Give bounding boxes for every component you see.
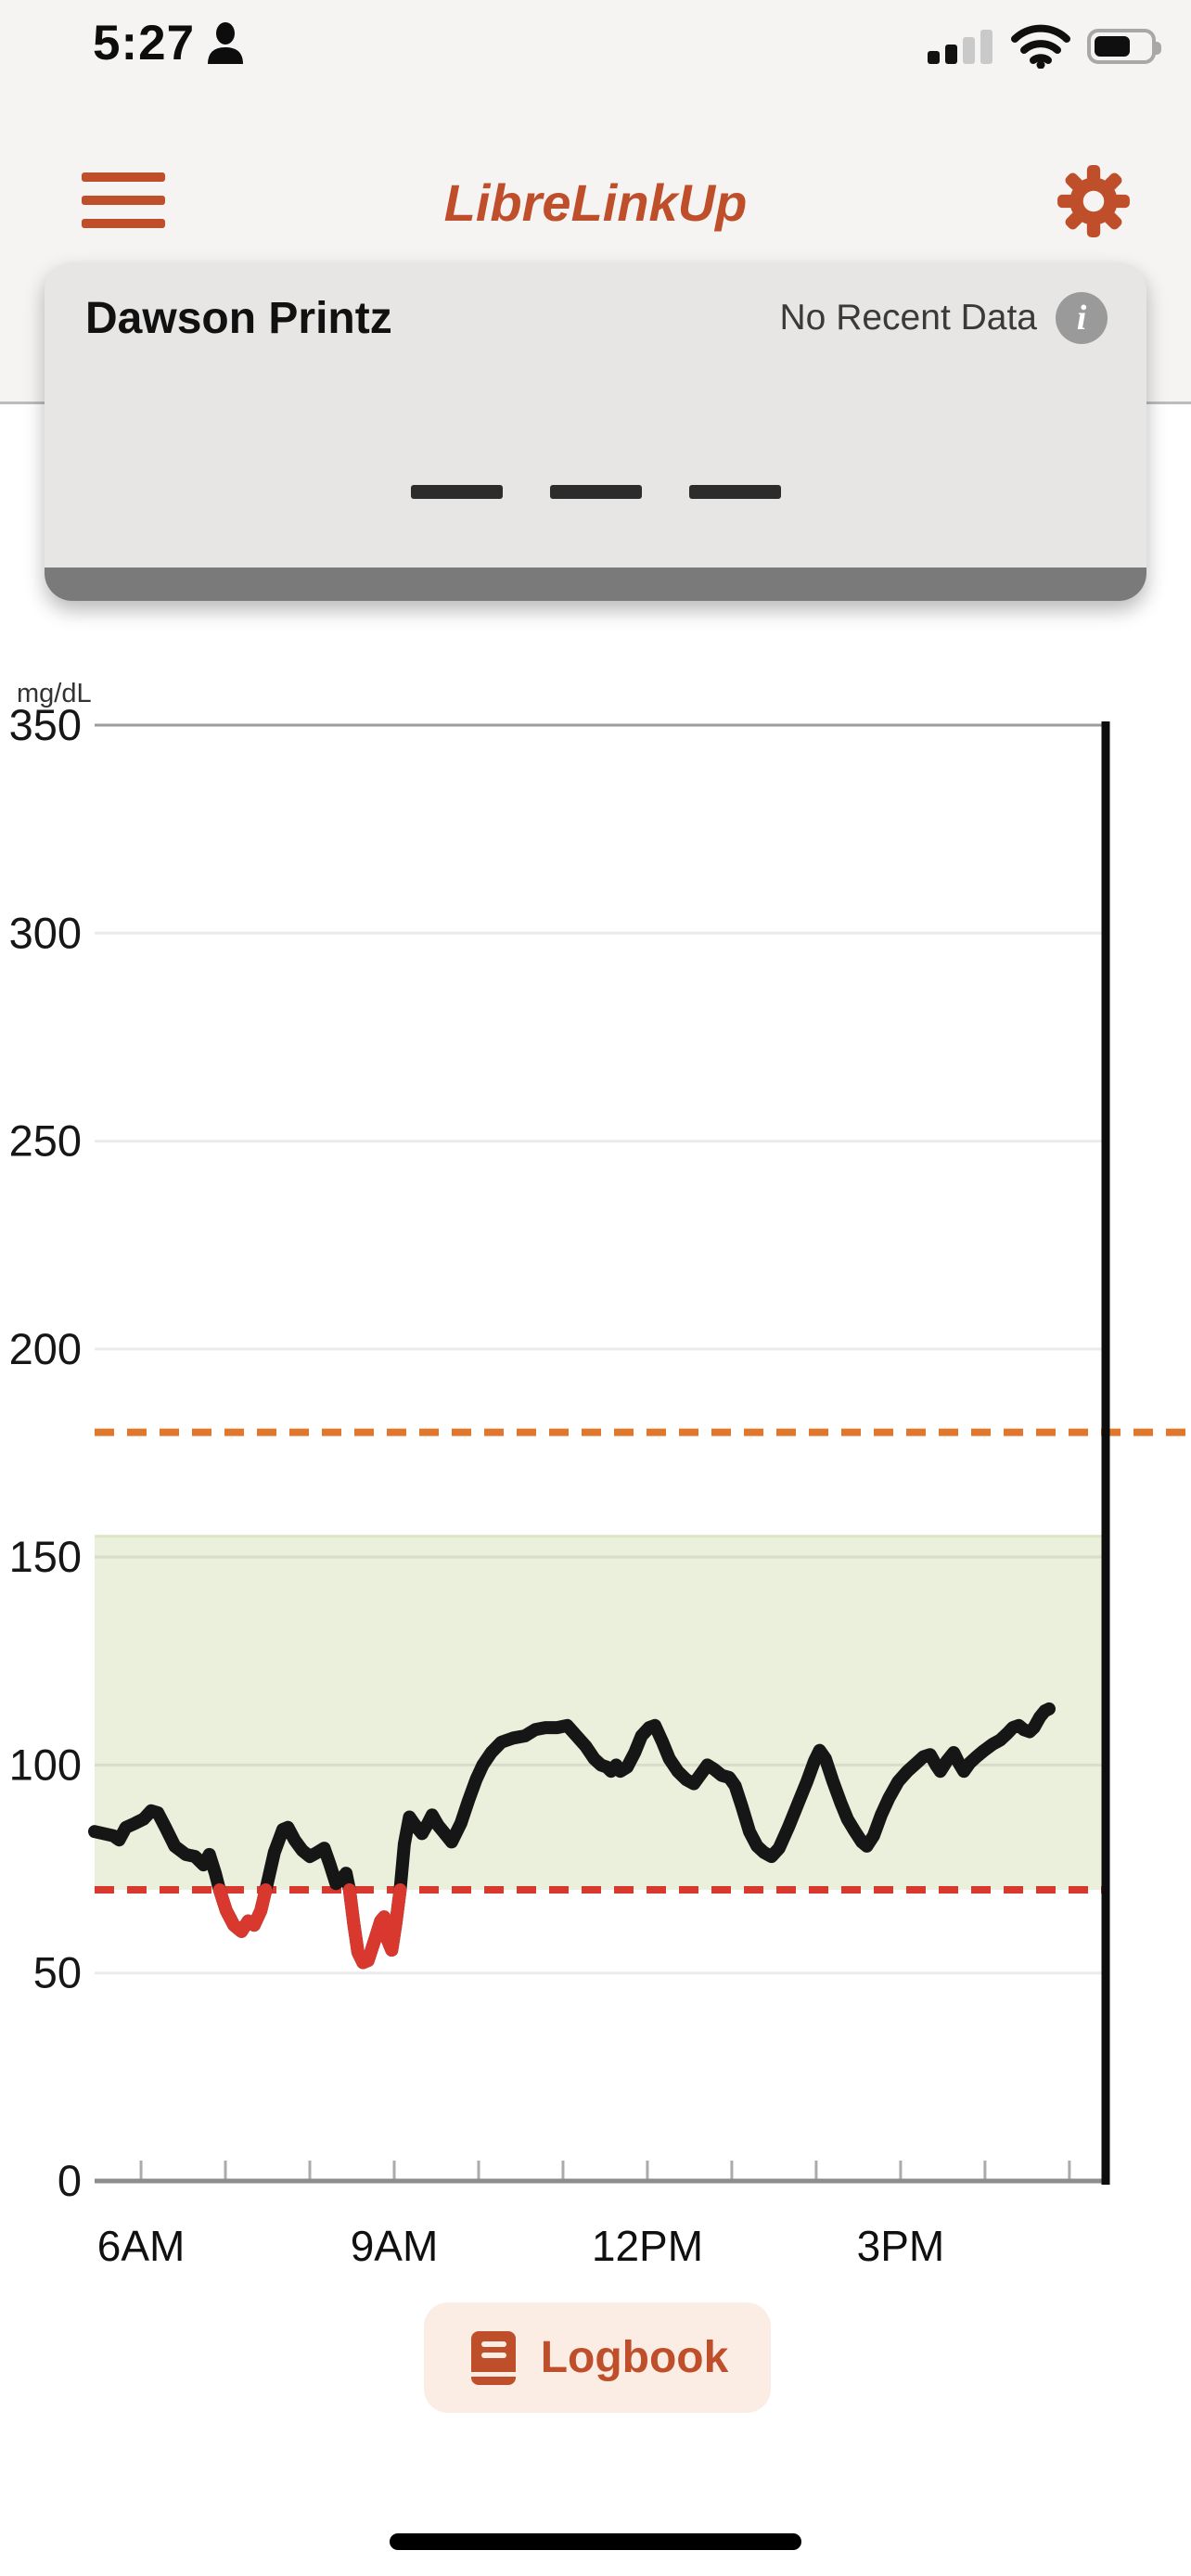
target-range-band (95, 1536, 1106, 1890)
status-badge: No Recent Data (779, 298, 1037, 338)
patient-card[interactable]: Dawson Printz No Recent Data i (45, 262, 1146, 601)
patient-name: Dawson Printz (85, 293, 392, 343)
settings-button[interactable] (1056, 163, 1132, 239)
y-axis-label-100: 100 (9, 1740, 82, 1789)
cellular-signal-icon (928, 29, 992, 64)
focus-person-icon (208, 21, 244, 64)
info-button[interactable]: i (1056, 292, 1108, 344)
x-axis-label-6AM: 6AM (97, 2222, 186, 2270)
placeholder-dash (549, 485, 642, 499)
page-title: LibreLinkUp (443, 173, 748, 232)
status-bar-left: 5:27 (93, 15, 245, 71)
glucose-trace-low-segment (342, 1883, 407, 1970)
patient-card-header-row: Dawson Printz No Recent Data i (45, 262, 1146, 344)
menu-button[interactable] (82, 172, 165, 228)
no-data-placeholder (45, 485, 1146, 499)
home-indicator[interactable] (390, 2533, 801, 2550)
placeholder-dash (688, 485, 781, 499)
patient-status: No Recent Data i (780, 292, 1108, 344)
battery-fill (1095, 36, 1131, 57)
clock-time: 5:27 (93, 16, 196, 70)
y-axis-label-150: 150 (9, 1532, 82, 1581)
y-axis-label-0: 0 (58, 2156, 82, 2205)
glucose-trace-low-segment (212, 1883, 273, 1938)
y-axis-label-200: 200 (9, 1324, 82, 1373)
book-icon (470, 2330, 516, 2385)
status-bar-right (928, 24, 1161, 69)
x-axis-label-9AM: 9AM (351, 2222, 439, 2270)
menu-icon (82, 172, 165, 182)
x-axis-label-3PM: 3PM (857, 2222, 945, 2270)
gear-icon (1057, 165, 1130, 237)
placeholder-dash (410, 485, 503, 499)
logbook-button-label: Logbook (540, 2333, 729, 2382)
battery-icon (1087, 29, 1161, 64)
y-axis-label-250: 250 (9, 1116, 82, 1166)
y-axis-label-350: 350 (9, 700, 82, 749)
battery-nub (1155, 42, 1161, 55)
wifi-icon (1011, 24, 1070, 69)
patient-card-footer-bar (45, 567, 1146, 601)
y-axis-label-300: 300 (9, 908, 82, 957)
y-axis-label-50: 50 (33, 1948, 82, 1997)
x-axis-label-12PM: 12PM (592, 2222, 703, 2270)
y-axis-unit-label: mg/dL (17, 679, 92, 708)
logbook-button[interactable]: Logbook (424, 2302, 771, 2413)
info-icon: i (1076, 299, 1087, 338)
